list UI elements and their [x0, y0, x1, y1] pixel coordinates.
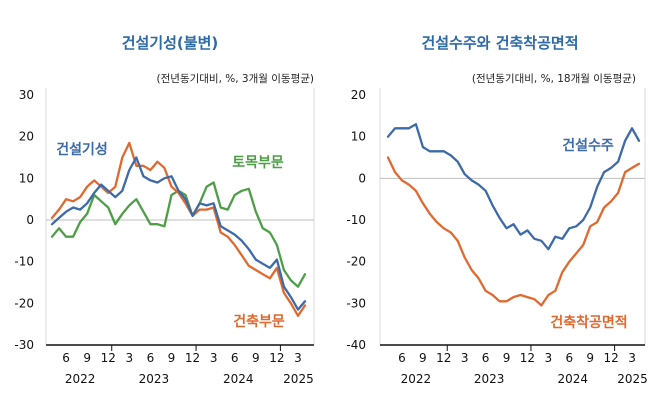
x-tick-label: 12 — [185, 351, 200, 365]
x-tick-label: 12 — [520, 351, 535, 365]
y-tick-label: 20 — [351, 88, 366, 102]
series-line-1 — [386, 156, 641, 307]
series-label-building-starts: 건축착공면적 — [550, 314, 627, 331]
x-tick-label: 6 — [231, 351, 239, 365]
y-tick-label: 20 — [19, 130, 34, 144]
x-tick-label: 6 — [147, 351, 155, 365]
y-tick-label: 10 — [19, 171, 34, 185]
x-tick-label: 6 — [565, 351, 573, 365]
x-year-label: 2024 — [557, 372, 588, 386]
series-line-0 — [50, 156, 307, 311]
y-tick-label: -20 — [14, 296, 34, 310]
chart-title: 건설기성(불변) — [122, 34, 219, 52]
series-label-building: 건축부문 — [233, 313, 285, 330]
y-tick-label: 30 — [19, 88, 34, 102]
x-tick-label: 3 — [294, 351, 302, 365]
panel-orders-and-starts: 건설수주와 건축착공면적 (전년동기대비, %, 18개월 이동평균) 20 10… — [346, 34, 647, 386]
x-tick-label: 9 — [168, 351, 176, 365]
series-label-orders: 건설수주 — [562, 137, 614, 154]
x-tick-label: 9 — [503, 351, 511, 365]
x-tick-label: 9 — [586, 351, 594, 365]
x-tick-label: 9 — [83, 351, 91, 365]
x-year-label: 2022 — [65, 372, 96, 386]
series-line-1 — [50, 141, 307, 317]
chart-note: (전년동기대비, %, 3개월 이동평균) — [157, 73, 314, 85]
x-tick-label: 3 — [461, 351, 469, 365]
x-tick-label: 12 — [269, 351, 284, 365]
x-tick-label: 9 — [252, 351, 260, 365]
series-label-construction: 건설기성 — [56, 141, 108, 158]
x-tick-label: 6 — [398, 351, 406, 365]
y-tick-label: -40 — [346, 338, 366, 352]
x-tick-label: 3 — [545, 351, 553, 365]
x-tick-label: 12 — [603, 351, 618, 365]
x-tick-label: 3 — [628, 351, 636, 365]
x-year-label: 2025 — [617, 372, 648, 386]
chart-note: (전년동기대비, %, 18개월 이동평균) — [472, 73, 636, 85]
x-tick-label: 3 — [210, 351, 218, 365]
x-tick-label: 3 — [125, 351, 133, 365]
panel-construction-completed: 건설기성(불변) (전년동기대비, %, 3개월 이동평균) 30 20 10 0 -1… — [14, 34, 315, 386]
x-tick-label: 6 — [62, 351, 70, 365]
x-tick-label: 12 — [436, 351, 451, 365]
y-tick-label: 0 — [26, 213, 34, 227]
x-tick-label: 9 — [419, 351, 427, 365]
chart-title: 건설수주와 건축착공면적 — [421, 34, 578, 52]
series-label-civil: 토목부문 — [232, 155, 284, 171]
y-tick-label: -10 — [346, 213, 366, 227]
series-line-0 — [386, 123, 641, 251]
y-tick-label: 10 — [351, 130, 366, 144]
x-year-label: 2024 — [223, 372, 254, 386]
y-tick-label: -30 — [346, 296, 366, 310]
y-tick-label: -30 — [14, 338, 34, 352]
x-year-label: 2023 — [474, 372, 505, 386]
y-tick-label: 0 — [358, 171, 366, 185]
y-tick-label: -20 — [346, 255, 366, 269]
y-tick-label: -10 — [14, 255, 34, 269]
x-year-label: 2023 — [139, 372, 170, 386]
x-tick-label: 6 — [482, 351, 490, 365]
x-year-label: 2025 — [283, 372, 314, 386]
x-tick-label: 12 — [101, 351, 116, 365]
x-year-label: 2022 — [401, 372, 432, 386]
